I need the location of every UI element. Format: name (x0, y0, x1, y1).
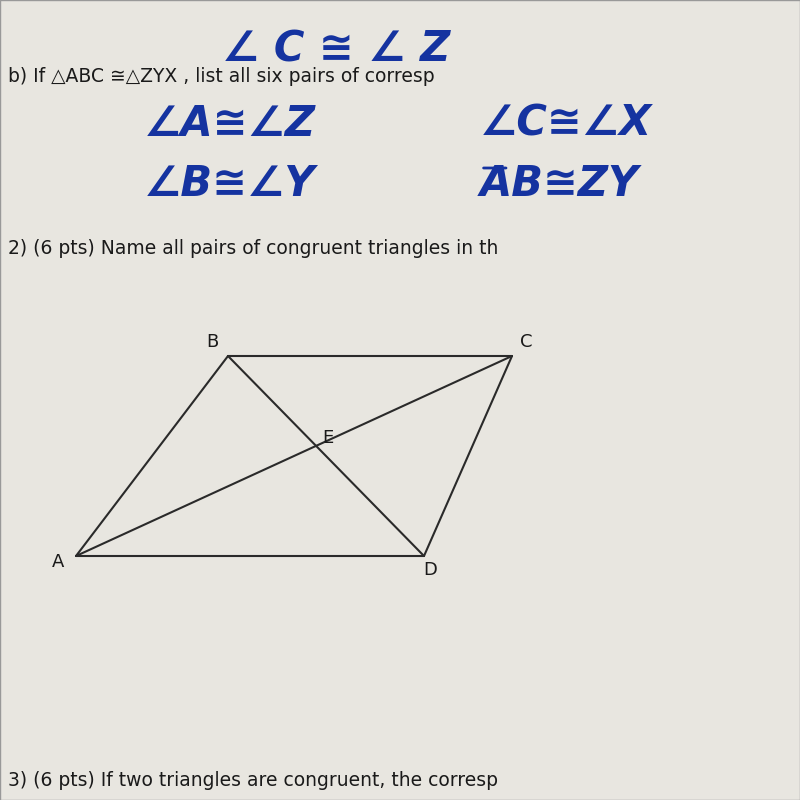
Text: D: D (423, 562, 438, 579)
Text: AB≅ZY: AB≅ZY (480, 163, 639, 205)
Text: ∠ C ≅ ∠ Z: ∠ C ≅ ∠ Z (222, 28, 450, 70)
Text: E: E (322, 429, 334, 447)
Text: B: B (206, 333, 218, 350)
Text: 3) (6 pts) If two triangles are congruent, the corresp: 3) (6 pts) If two triangles are congruen… (8, 770, 498, 790)
Text: b) If △ABC ≅△ZYX , list all six pairs of corresp: b) If △ABC ≅△ZYX , list all six pairs of… (8, 66, 434, 86)
Text: ∠A≅∠Z: ∠A≅∠Z (144, 103, 316, 145)
Text: A: A (52, 554, 65, 571)
Text: 2) (6 pts) Name all pairs of congruent triangles in th: 2) (6 pts) Name all pairs of congruent t… (8, 238, 498, 258)
Text: ∠B≅∠Y: ∠B≅∠Y (144, 163, 315, 205)
Text: C: C (520, 333, 533, 350)
Text: ∠C≅∠X: ∠C≅∠X (480, 103, 652, 145)
